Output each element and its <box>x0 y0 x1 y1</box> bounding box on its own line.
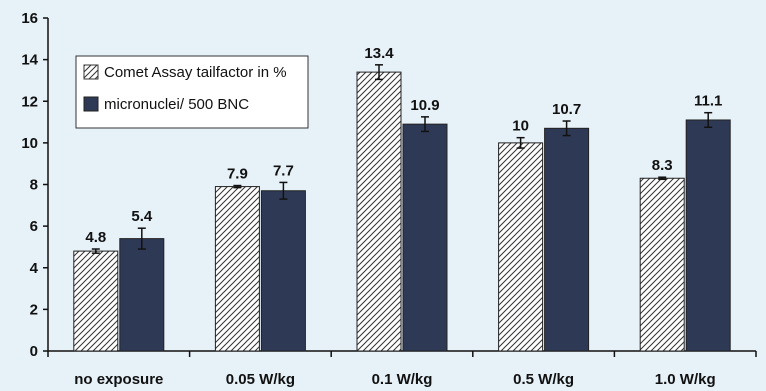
y-tick-label: 4 <box>30 260 39 277</box>
bar-comet-assay <box>498 142 544 352</box>
legend: Comet Assay tailfactor in % micronuclei/… <box>75 55 309 129</box>
x-category-label: 0.5 W/kg <box>513 371 574 388</box>
y-tick-label: 12 <box>21 93 38 110</box>
legend-label-comet: Comet Assay tailfactor in % <box>104 64 287 81</box>
data-labels: 4.8 5.4 7.9 7.7 13.4 10.9 10 10.7 8.3 11.1 <box>85 45 722 246</box>
axes: 0 2 4 6 8 10 12 14 16 no exposure 0.05 W/kg 0.1 W/k… <box>21 10 757 388</box>
data-label: 10 <box>512 118 529 135</box>
data-label: 10.7 <box>552 101 581 118</box>
bar-comet-assay <box>73 250 119 352</box>
x-category-label: no exposure <box>74 371 163 388</box>
bars <box>73 64 731 352</box>
bar-comet-assay <box>214 186 260 352</box>
bar-micronuclei <box>685 119 731 352</box>
data-label: 11.1 <box>694 93 722 110</box>
y-tick-label: 10 <box>21 135 38 152</box>
data-label: 8.3 <box>652 157 673 174</box>
bar-micronuclei <box>119 238 165 352</box>
data-label: 4.8 <box>85 229 106 246</box>
y-tick-label: 8 <box>30 177 38 194</box>
y-tick-label: 2 <box>30 301 38 318</box>
x-category-label: 0.1 W/kg <box>372 371 433 388</box>
legend-label-micronuclei: micronuclei/ 500 BNC <box>104 96 249 113</box>
data-label: 13.4 <box>364 45 394 62</box>
y-tick-label: 6 <box>30 218 38 235</box>
bar-micronuclei <box>402 123 448 352</box>
data-label: 7.7 <box>273 162 294 179</box>
data-label: 7.9 <box>227 166 248 183</box>
legend-swatch-comet <box>83 64 99 80</box>
bar-comet-assay <box>639 177 685 352</box>
bar-micronuclei <box>260 190 306 352</box>
x-category-label: 0.05 W/kg <box>226 371 295 388</box>
bar-micronuclei <box>544 127 590 352</box>
y-tick-label: 16 <box>21 10 38 27</box>
y-tick-label: 0 <box>30 343 38 360</box>
data-label: 5.4 <box>131 208 153 225</box>
data-label: 10.9 <box>410 97 439 114</box>
bar-comet-assay <box>356 71 402 352</box>
y-tick-label: 14 <box>21 52 38 69</box>
x-category-label: 1.0 W/kg <box>655 371 716 388</box>
legend-swatch-micronuclei <box>83 96 99 112</box>
legend-box <box>75 55 309 129</box>
